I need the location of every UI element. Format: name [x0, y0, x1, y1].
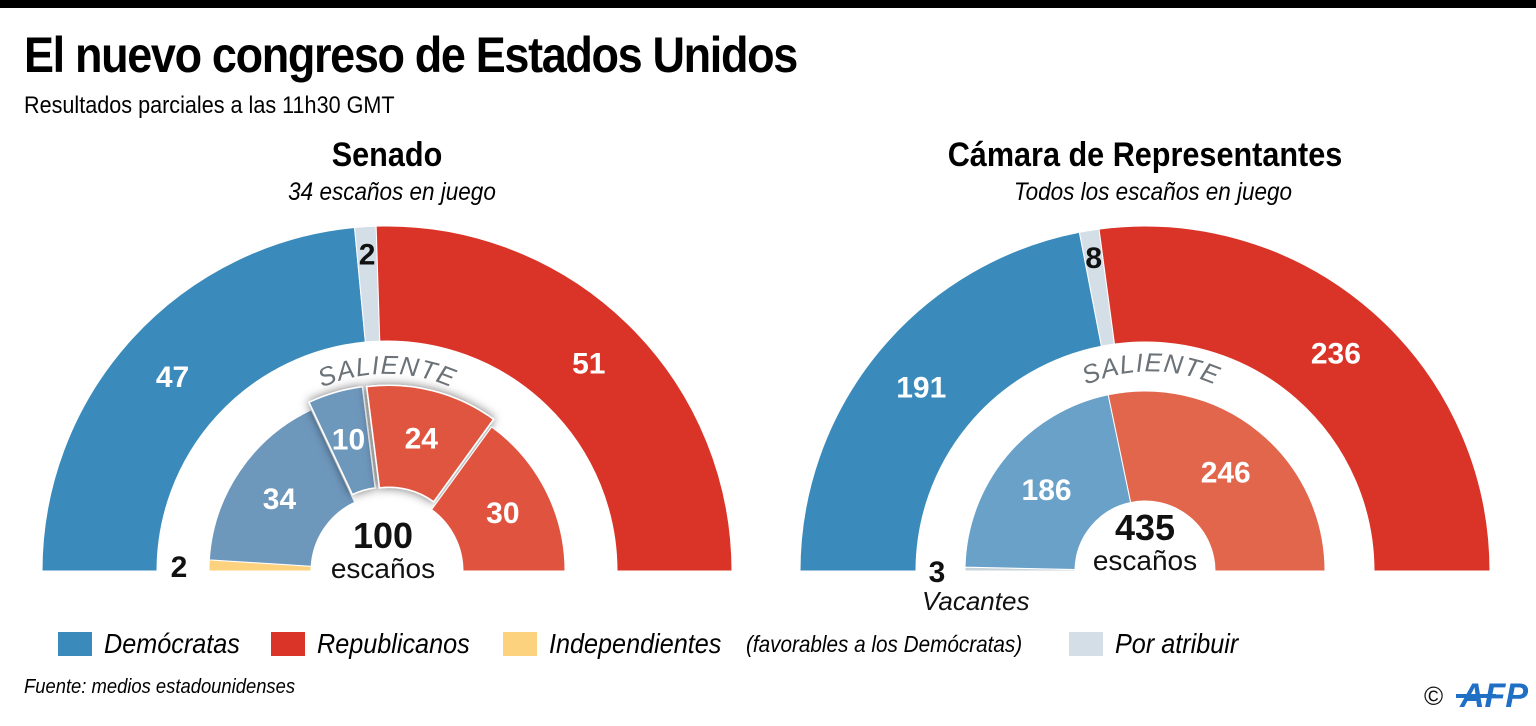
legend-item-republicans: Republicanos — [270, 628, 487, 660]
copyright-symbol: © — [1424, 681, 1444, 711]
legend-item-unassigned: Por atribuir — [1068, 628, 1252, 660]
new-congress-label-2: 236 — [1311, 338, 1361, 371]
house-center-label: escaños — [1093, 545, 1197, 576]
house-vacant-number: 3 — [929, 556, 946, 589]
new-congress-label-0: 191 — [896, 371, 946, 404]
senate-subtitle: 34 escaños en juego — [288, 178, 496, 206]
outgoing-label-1: 186 — [1022, 474, 1072, 507]
legend-item-independents: Independientes (favorables a los Demócra… — [502, 628, 1053, 660]
legend-swatch-democrats — [58, 632, 92, 656]
house-title: Cámara de Representantes — [947, 136, 1343, 174]
outgoing-segment-republicanos-4 — [430, 426, 566, 572]
house-center-number: 435 — [1115, 507, 1175, 548]
senate-independents-label: 2 — [171, 551, 188, 584]
outgoing-label-1: 34 — [263, 483, 297, 516]
outgoing-label-3: 24 — [405, 422, 439, 455]
senate-center-label: escaños — [331, 553, 435, 584]
house-chart: 191 8 236 186 246 — [799, 225, 1491, 572]
afp-logo-icon: AFP — [1456, 678, 1528, 712]
outgoing-segment-republicanos-3 — [365, 384, 495, 503]
senate-chart: 47 2 51 34 10 24 30 — [41, 225, 733, 572]
legend-label: Demócratas — [104, 628, 240, 659]
legend-note: (favorables a los Demócratas) — [746, 630, 1023, 657]
new-congress-label-2: 51 — [572, 348, 605, 381]
new-congress-label-1: 2 — [359, 239, 376, 272]
outgoing-segment-republicanos-2 — [1107, 390, 1326, 572]
senate-title: Senado — [331, 136, 443, 174]
new-congress-label-0: 47 — [156, 361, 189, 394]
legend: Demócratas Republicanos Independientes (… — [58, 628, 1268, 660]
new-congress-segment-republicanos-2 — [1098, 225, 1491, 572]
legend-swatch-unassigned — [1068, 632, 1103, 656]
new-congress-segment-demcratas-0 — [41, 226, 366, 572]
outgoing-label-2: 10 — [332, 423, 365, 456]
legend-item-democrats: Demócratas — [58, 628, 255, 660]
top-bar — [0, 0, 1536, 8]
source-note: Fuente: medios estadounidenses — [24, 676, 296, 698]
outgoing-label-4: 30 — [486, 497, 519, 530]
page-subtitle: Resultados parciales a las 11h30 GMT — [24, 92, 395, 119]
outgoing-label-2: 246 — [1201, 457, 1251, 490]
page-title: El nuevo congreso de Estados Unidos — [24, 27, 798, 83]
new-congress-segment-republicanos-2 — [375, 225, 733, 572]
outgoing-segment-demcratas-2 — [307, 385, 377, 496]
outgoing-segment-demcratas-1 — [208, 409, 356, 567]
legend-swatch-independents — [502, 632, 537, 656]
new-congress-segment-demcratas-0 — [799, 231, 1103, 572]
house-vacant-label: Vacantes — [922, 586, 1029, 616]
new-congress-label-1: 8 — [1085, 242, 1102, 275]
house-saliente-label: SALIENTE — [1077, 347, 1224, 390]
legend-label: Por atribuir — [1114, 628, 1239, 659]
outgoing-segment-demcratas-1 — [964, 394, 1132, 570]
legend-label: Independientes — [548, 628, 721, 659]
legend-swatch-republicans — [270, 632, 305, 656]
house-subtitle: Todos los escaños en juego — [1013, 178, 1293, 206]
legend-label: Republicanos — [316, 628, 470, 659]
senate-center-number: 100 — [353, 515, 413, 556]
